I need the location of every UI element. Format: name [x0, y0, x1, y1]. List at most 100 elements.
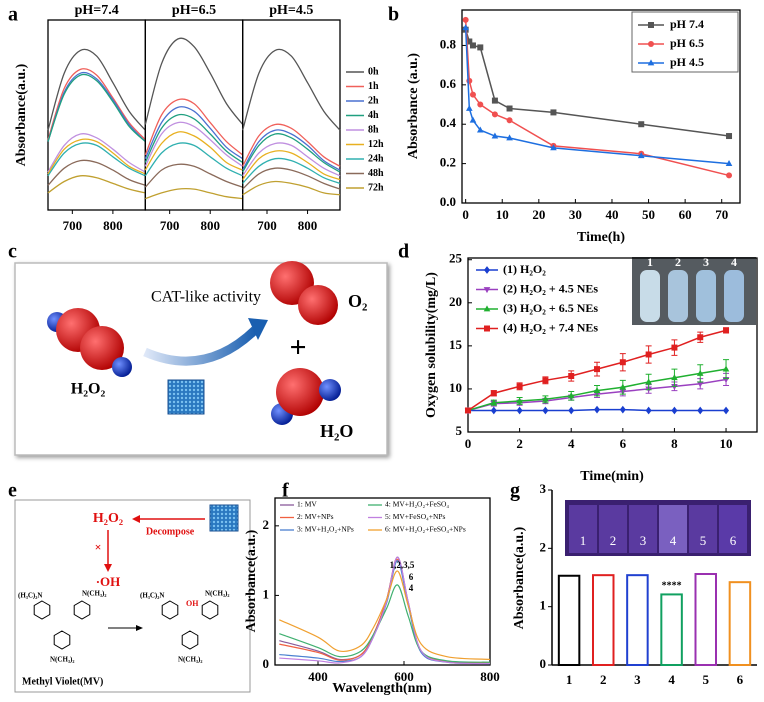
marker: [619, 359, 626, 366]
atom-h: [112, 357, 132, 377]
marker: [697, 334, 704, 341]
panel-letter: d: [398, 241, 409, 263]
y-tick-label: 0.8: [440, 36, 457, 51]
legend-label: pH 6.5: [670, 36, 704, 50]
x-tick-label: 700: [257, 218, 277, 233]
spectrum-line: [242, 48, 341, 131]
decompose-label: Decompose: [146, 526, 195, 537]
legend-label: 5: MV+FeSO₄+NPs: [385, 512, 446, 521]
marker: [506, 117, 513, 124]
reaction-arrow: [143, 326, 259, 366]
x-tick-label: 400: [308, 669, 328, 684]
product-label: H₂O: [320, 421, 353, 441]
product-label: O₂: [348, 291, 367, 311]
arrow-head: [136, 625, 143, 631]
marker: [726, 172, 733, 179]
vial-photo: [632, 257, 756, 325]
x-tick-label: 6: [620, 436, 627, 451]
x-tick-label: 600: [394, 669, 414, 684]
plus-sign: +: [289, 331, 306, 364]
marker: [647, 59, 655, 66]
x-tick-label: 0: [462, 207, 469, 222]
legend-label: (3) H₂O₂ + 6.5 NEs: [503, 301, 598, 315]
well: [629, 505, 657, 553]
marker: [484, 266, 490, 274]
marker: [550, 144, 557, 151]
legend-label: 1: MV: [297, 500, 317, 509]
series-line: [279, 584, 491, 663]
legend-label: 0h: [368, 66, 379, 77]
legend-label: (4) H₂O₂ + 7.4 NEs: [503, 320, 598, 334]
spectrum-line: [144, 163, 243, 188]
amine-label: N(CH₃)₂: [178, 656, 202, 664]
inset-label: 6: [730, 533, 737, 548]
spectrum-line: [242, 129, 341, 171]
panel-title: pH=7.4: [75, 3, 119, 18]
x-tick-label: 700: [63, 218, 83, 233]
x-tick-label: 8: [671, 436, 678, 451]
marker: [671, 383, 678, 390]
x-tick-label: 2: [600, 672, 607, 687]
spectrum-line: [242, 157, 341, 185]
y-tick-label: 0.4: [440, 115, 457, 130]
inset-label: 4: [670, 533, 677, 548]
marker: [469, 116, 477, 123]
marker: [593, 387, 601, 394]
marker: [542, 406, 549, 415]
marker: [506, 105, 513, 112]
marker: [466, 77, 473, 84]
inset-label: 1: [580, 533, 587, 548]
panel-letter: a: [8, 4, 18, 26]
amine-label: (H₃C)₂N: [18, 592, 42, 600]
y-axis-label: Absorbance(a.u.): [14, 63, 29, 166]
well: [599, 505, 627, 553]
nanocube: [209, 504, 239, 532]
arrow-head: [248, 318, 268, 340]
amine-label: N(CH₃)₂: [205, 590, 229, 598]
x-tick-label: 50: [642, 207, 655, 222]
marker: [671, 374, 678, 381]
spectrum-line: [47, 68, 146, 141]
spectrum-line: [47, 159, 146, 186]
x-tick-label: 6: [737, 672, 744, 687]
spectrum-line: [144, 131, 243, 171]
series-line: [279, 556, 491, 665]
y-tick-label: 5: [456, 423, 463, 438]
spectrum-line: [144, 106, 244, 160]
marker: [648, 41, 654, 47]
y-tick-label: 2: [540, 539, 547, 554]
vial: [696, 270, 716, 322]
legend-label: pH 7.4: [670, 17, 704, 31]
spectrum-line: [242, 180, 341, 196]
arrow-head: [104, 564, 112, 572]
bar: [728, 581, 752, 667]
marker: [490, 390, 497, 397]
y-tick-label: 25: [449, 251, 463, 266]
marker: [465, 407, 471, 414]
legend-label: (1) H₂O₂: [503, 262, 546, 276]
x-axis-label: Time(min): [580, 469, 644, 484]
spectrum-line: [47, 133, 146, 173]
vial: [668, 270, 688, 322]
legend-label: 48h: [368, 168, 384, 179]
bar: [592, 574, 615, 667]
diagram-box: [14, 499, 251, 693]
caption: Methyl Violet(MV): [22, 676, 103, 687]
bar: [557, 574, 581, 666]
legend-label: 24h: [368, 153, 384, 164]
x-tick-label: 4: [668, 672, 675, 687]
marker: [483, 287, 491, 294]
x-tick-label: 10: [720, 436, 733, 451]
marker: [542, 377, 549, 384]
arrow-head: [132, 515, 140, 523]
marker: [491, 111, 498, 118]
spectrum-line: [242, 123, 341, 167]
marker: [469, 91, 476, 98]
marker: [462, 16, 469, 23]
marker: [638, 121, 645, 128]
x-tick-label: 20: [532, 207, 545, 222]
x-tick-label: 40: [605, 207, 618, 222]
radical-label: ·OH: [96, 574, 121, 589]
plot-frame: [274, 497, 491, 666]
